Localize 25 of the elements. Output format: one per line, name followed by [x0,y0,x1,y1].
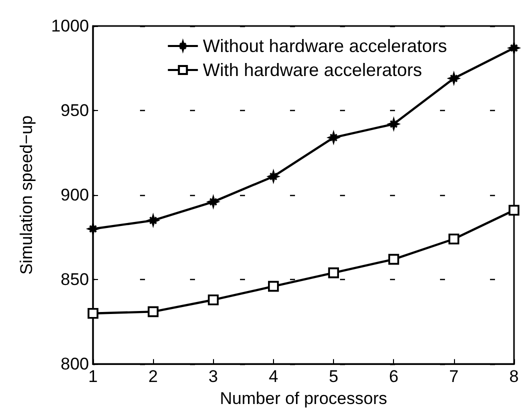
x-axis-title: Number of processors [220,389,388,408]
point [328,267,339,278]
point [508,204,520,216]
y-axis-title: Simulation speed−up [17,115,36,275]
y-tick-label: 900 [60,186,89,205]
legend-label: Without hardware accelerators [202,36,447,56]
point [448,234,460,244]
x-tick-label: 6 [388,367,398,386]
y-tick-label: 850 [60,270,89,290]
x-tick-label: 2 [148,367,158,386]
point [148,306,159,318]
x-tick-label: 4 [268,367,278,386]
x-tick-label: 7 [449,367,459,386]
point [88,308,98,319]
x-tick-label: 1 [88,367,98,386]
point [388,254,400,265]
x-tick-label: 3 [208,367,218,386]
point [268,280,279,292]
y-tick-label: 950 [60,101,89,120]
legend-label: With hardware accelerators [202,60,422,80]
point [208,294,219,306]
x-tick-label: 8 [509,367,519,386]
x-tick-label: 5 [328,367,338,386]
y-tick-label: 800 [60,354,89,374]
y-tick-label: 1000 [51,16,89,36]
